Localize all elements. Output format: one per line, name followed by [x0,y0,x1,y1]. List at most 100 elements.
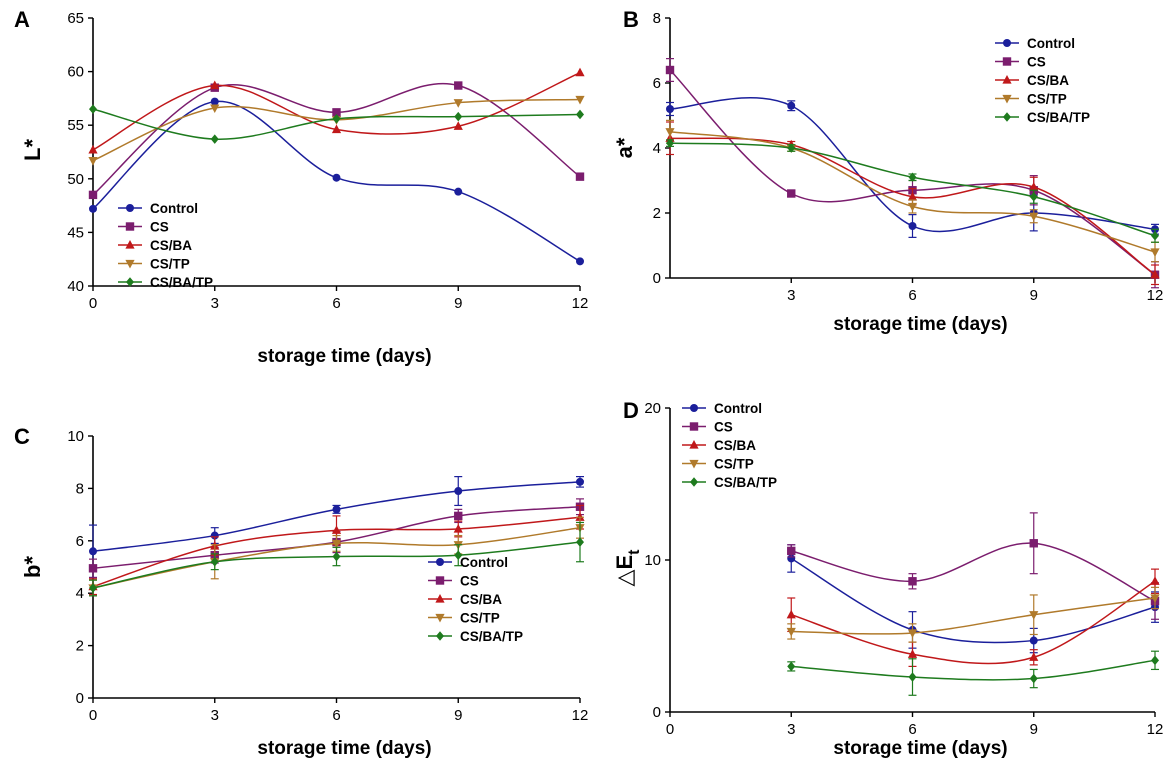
panel-a-legend-item-cs-ba-label: CS/BA [150,238,192,253]
panel-d-series-cs-point [1029,539,1038,548]
panel-b-series-control-point [908,222,917,230]
panel-c-xtick-label: 0 [89,707,97,724]
panel-a-legend-item-cs-ba: CS/BA [118,238,192,253]
panel-a-series-cs-ba-point [331,124,342,134]
panel-b-series-cs-ba-tp-point [1029,191,1038,202]
panel-d-series-cs-tp-point [1150,594,1160,603]
panel-b-ylabel: a* [612,137,637,158]
panel-c-legend-item-cs-label: CS [460,574,479,589]
panel-d-legend-item-cs-ba-label: CS/BA [714,438,756,453]
panel-c-ytick-label: 8 [76,480,84,497]
panel-a-series-control-point [454,187,463,196]
panel-b-series-cs-point [787,189,796,198]
panel-a-legend-item-cs-marker [125,222,135,231]
panel-a-legend-item-cs-tp-label: CS/TP [150,257,190,272]
panel-d-legend: Control CS CS/BA CS/TP CS/BA/TP [682,401,777,490]
panel-b-series-cs-ba-tp-point [908,172,917,183]
panel-d-series-cs-ba [786,568,1160,668]
panel-b-xtick-label: 3 [787,287,795,304]
panel-d-series-cs-ba-point [1029,652,1039,661]
panel-c-legend-item-cs-ba-tp-label: CS/BA/TP [460,629,523,644]
panel-c-legend-item-cs: CS [428,574,479,589]
panel-b-letter: B [623,7,639,32]
panel-c-series-control-point [210,531,219,540]
panel-a-xlabel: storage time (days) [257,346,431,367]
panel-d-series-control-line [790,557,1156,644]
panel-d-xtick-label: 6 [908,721,916,738]
panel-a-xtick-label: 12 [572,295,589,312]
panel-d-series-cs-ba-tp-point [1029,673,1038,684]
panel-a-legend-item-cs-tp: CS/TP [118,257,190,272]
panel-c-series-cs-point [88,564,98,573]
panel-d-series-cs-ba-tp-line [791,659,1156,681]
panel-b-legend-item-cs-ba-tp-label: CS/BA/TP [1027,110,1090,125]
panel-b-series-cs-tp [665,119,1160,263]
panel-c-series-cs-ba-tp-point [332,551,341,562]
panel-d-ytick-label: 20 [644,400,661,417]
panel-d-chart: 0 10 20 0 3 6 9 12 storage time (days) △Et D Contro… [612,398,1163,759]
panel-a-ytick-label: 45 [67,224,84,241]
panel-d-legend-item-cs: CS [682,420,733,435]
panel-d-legend-item-cs-ba-marker [689,440,699,449]
panel-b-legend-item-cs-ba-marker [1002,75,1012,84]
panel-b-legend-item-cs-ba-tp: CS/BA/TP [995,110,1090,125]
panel-d-xtick-label: 9 [1030,721,1038,738]
panel-d-series-cs-ba-point [1150,576,1160,585]
panel-a-series-cs-point [88,190,98,200]
panel-d-legend-item-cs-ba-tp-label: CS/BA/TP [714,475,777,490]
panel-c-legend-item-cs-tp-label: CS/TP [460,611,500,626]
panel-a-legend-item-cs-ba-marker [125,240,135,249]
panel-b-ytick-label: 2 [653,205,661,222]
panel-d-legend-item-control-marker [690,404,698,412]
panel-a-series-cs-ba-tp-point [576,109,584,120]
panel-a-ylabel: L* [20,139,45,161]
panel-d-series-cs-ba-point [907,649,918,658]
panel-a-series-cs-ba-point [453,121,463,130]
panel-a-letter: A [14,7,30,32]
panel-a-series-control-point [210,97,219,106]
panel-a-series-control-point [89,204,97,213]
panel-b-xtick-label: 9 [1030,287,1038,304]
panel-c-series-cs-ba-tp-point [89,583,97,593]
panel-a-series-cs-tp-point [453,99,463,108]
panel-a-series-cs-point [332,108,341,117]
panel-c-legend-item-cs-ba-tp-marker [436,631,444,641]
panel-d-series-cs-ba-point [786,609,796,619]
panel-d-xtick-label: 12 [1147,721,1164,738]
panel-c-series-cs-ba-point [575,512,585,521]
panel-b-series-cs-ba-tp-point [787,143,796,153]
panel-a-ytick-label: 65 [67,10,84,27]
panel-b-legend: Control CS CS/BA CS/TP CS/BA/TP [995,36,1090,125]
panel-a-series-cs-point [575,172,585,181]
panel-c-legend: Control CS CS/BA CS/TP CS/BA/TP [428,555,523,644]
panel-b-series-cs-tp-point [1029,212,1039,222]
panel-b-series-cs-tp-point [665,128,675,137]
panel-b-series-cs-ba-tp-point [666,138,674,148]
panel-c-legend-item-cs-ba-tp: CS/BA/TP [428,629,523,644]
panel-b-series-cs-line [669,69,1156,276]
panel-c-legend-item-cs-tp-marker [435,613,445,623]
panel-b-xtick-label: 6 [908,287,916,304]
panel-a-legend-item-cs-ba-tp-marker [126,277,134,287]
panel-a-series-cs-ba-point [575,67,585,77]
panel-d-legend-item-cs-label: CS [714,420,733,435]
panel-c-ytick-label: 6 [76,533,84,550]
panel-a-series-cs-ba-tp-point [89,104,97,114]
panel-b-legend-item-control: Control [995,36,1075,51]
panel-b-legend-item-cs-label: CS [1027,55,1046,70]
panel-d-series-control-point [1029,636,1038,645]
panel-d-series-cs-tp-point [786,627,796,637]
panel-b-legend-item-cs-ba-label: CS/BA [1027,73,1069,88]
panel-d-series-cs-line [791,542,1156,602]
panel-d-letter: D [623,398,639,423]
panel-a-series-cs-ba-tp-point [210,134,219,144]
panel-d-ytick-label: 0 [653,704,661,721]
panel-c-xlabel: storage time (days) [257,738,431,759]
panel-b-series-cs-tp-point [1150,248,1160,257]
panel-a-ytick-label: 55 [67,117,84,134]
panel-c-series-cs-ba-point [331,525,342,534]
panel-d-legend-item-cs-tp: CS/TP [682,457,754,472]
panel-c-series-cs-ba-tp-point [210,556,219,567]
